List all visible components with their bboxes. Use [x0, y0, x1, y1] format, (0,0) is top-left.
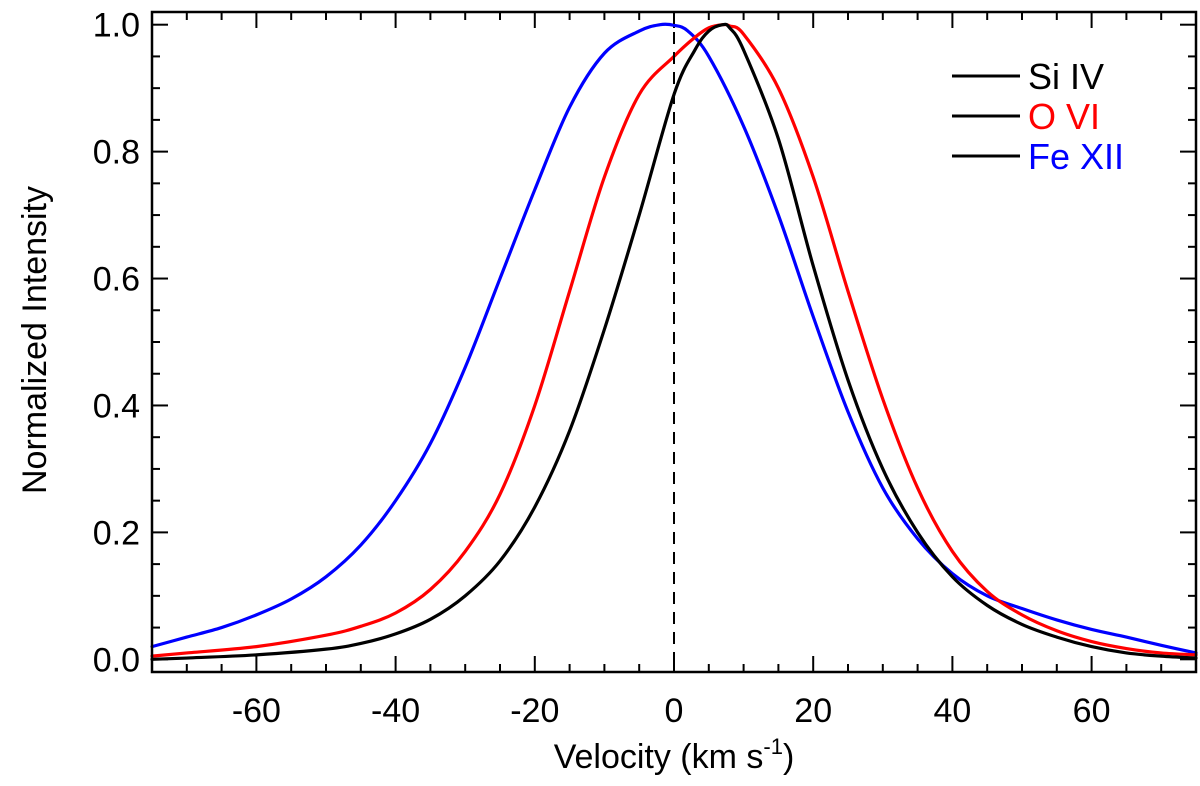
x-tick-label: 60	[1073, 692, 1111, 730]
x-tick-label: 20	[794, 692, 832, 730]
y-tick-label: 0.0	[93, 641, 140, 679]
series-line-si-iv	[150, 22, 1198, 661]
x-axis-title-superscript: -1	[763, 734, 783, 759]
y-tick-label: 0.2	[93, 514, 140, 552]
x-axis-title: Velocity (km s-1)	[554, 734, 795, 776]
y-axis-title: Normalized Intensity	[16, 186, 54, 494]
legend-label-o-vi: O VI	[1028, 96, 1100, 137]
x-tick-label: -20	[510, 692, 559, 730]
plot-frame	[150, 10, 1198, 674]
y-tick-label: 0.4	[93, 387, 140, 425]
x-tick-label: 40	[933, 692, 971, 730]
x-axis-title-main: Velocity (km s	[554, 738, 764, 776]
x-tick-label: 0	[665, 692, 684, 730]
x-axis-title-close: )	[783, 738, 794, 776]
x-tick-label: -60	[232, 692, 281, 730]
y-tick-label: 0.8	[93, 134, 140, 172]
x-tick-label: -40	[371, 692, 420, 730]
tick-labels: -60 -40 -20 0 20 40 60 0.0 0.2 0.4 0.6 0.8 1.0	[93, 7, 1111, 730]
y-tick-label: 1.0	[93, 7, 140, 45]
legend-label-fe-xii: Fe XII	[1028, 136, 1124, 177]
legend-label-si-iv: Si IV	[1028, 56, 1104, 97]
y-tick-label: 0.6	[93, 261, 140, 299]
series-lines	[150, 22, 1198, 661]
